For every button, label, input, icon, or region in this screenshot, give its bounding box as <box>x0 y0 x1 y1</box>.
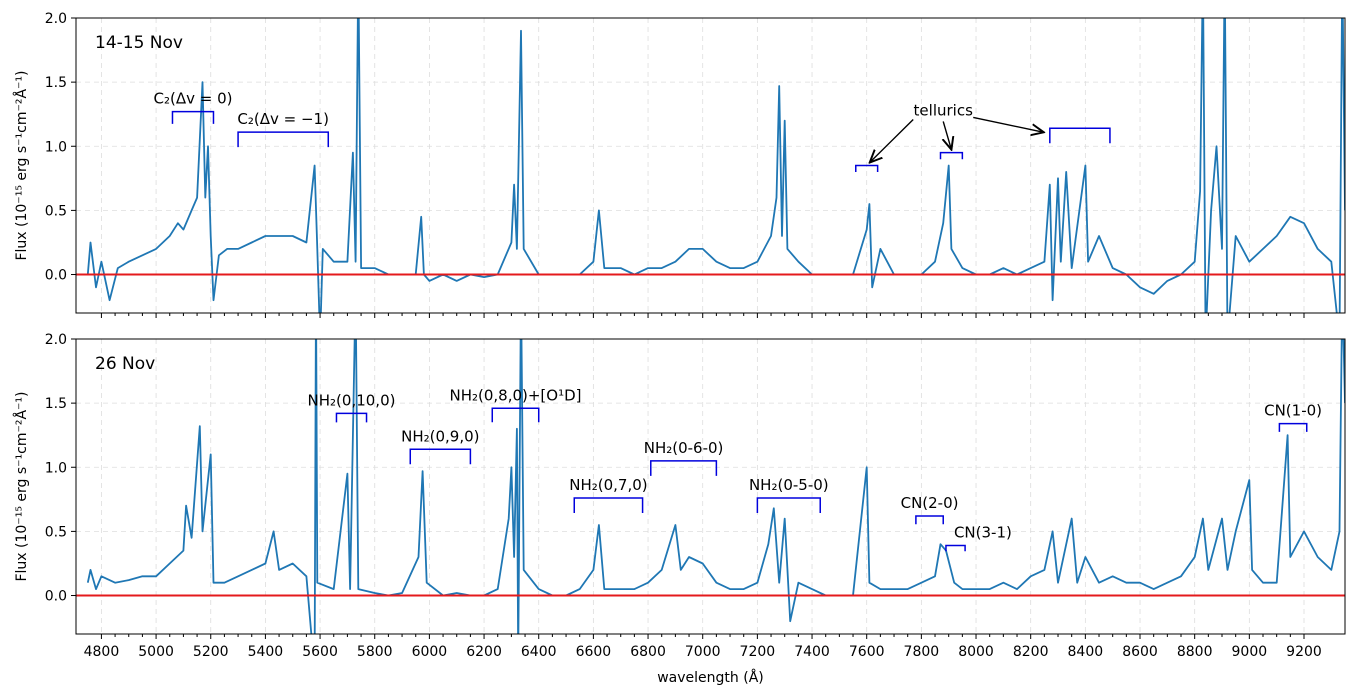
x-tick-label: 8600 <box>1122 644 1158 660</box>
annotation-arrow <box>943 121 951 149</box>
y-tick-label: 0.0 <box>45 268 67 284</box>
annotation-bracket <box>171 110 215 124</box>
panel-label: 14-15 Nov <box>95 33 183 53</box>
x-tick-label: 6600 <box>576 644 612 660</box>
annotation-bracket <box>1049 127 1111 144</box>
annotation-label: NH₂(0-6-0) <box>644 439 724 457</box>
x-tick-label: 8000 <box>958 644 994 660</box>
y-tick-label: 1.0 <box>45 139 67 155</box>
x-tick-label: 5000 <box>138 644 174 660</box>
plot-area <box>76 339 1345 634</box>
annotation-label: NH₂(0-5-0) <box>749 476 829 494</box>
annotation-label: CN(2-0) <box>901 494 959 512</box>
y-tick-label: 2.0 <box>45 332 67 348</box>
x-tick-label: 7000 <box>685 644 721 660</box>
panel-label: 26 Nov <box>95 354 155 374</box>
y-tick-label: 1.5 <box>45 75 67 91</box>
x-tick-label: 7600 <box>849 644 885 660</box>
annotation-bracket <box>939 151 964 160</box>
y-tick-label: 1.5 <box>45 396 67 412</box>
x-tick-label: 4800 <box>84 644 120 660</box>
annotation-label: tellurics <box>914 101 974 119</box>
annotation-label: CN(3-1) <box>954 524 1012 542</box>
annotation-label: NH₂(0,8,0)+[O¹D] <box>449 386 581 404</box>
x-tick-label: 9200 <box>1286 644 1322 660</box>
annotation-label: NH₂(0,9,0) <box>401 427 479 445</box>
spectrum-line <box>86 18 1345 313</box>
x-tick-label: 8400 <box>1068 644 1104 660</box>
annotation-label: NH₂(0,7,0) <box>569 476 647 494</box>
annotation-bracket <box>573 497 644 514</box>
annotation-arrow <box>973 116 1044 132</box>
annotation-arrow <box>870 118 914 162</box>
x-tick-label: 5600 <box>302 644 338 660</box>
x-tick-label: 6400 <box>521 644 557 660</box>
y-tick-label: 1.0 <box>45 460 67 476</box>
y-axis-label: Flux (10⁻¹⁵ erg s⁻¹cm⁻²Å⁻¹) <box>13 391 30 581</box>
annotation-bracket <box>237 131 330 148</box>
annotation-bracket <box>409 448 472 465</box>
x-tick-label: 6800 <box>630 644 666 660</box>
y-tick-label: 0.5 <box>45 524 67 540</box>
annotation-label: C₂(Δv = 0) <box>153 90 232 108</box>
annotation-bracket <box>756 497 821 514</box>
x-tick-label: 7400 <box>794 644 830 660</box>
y-tick-label: 0.5 <box>45 203 67 219</box>
annotation-label: NH₂(0,10,0) <box>308 391 396 409</box>
y-tick-label: 0.0 <box>45 589 67 605</box>
x-tick-label: 5800 <box>357 644 393 660</box>
annotation-label: CN(1-0) <box>1264 402 1322 420</box>
x-tick-label: 8200 <box>1013 644 1049 660</box>
x-tick-label: 8800 <box>1177 644 1213 660</box>
annotation-bracket <box>650 460 718 476</box>
plot-frame <box>75 338 1346 635</box>
annotation-bracket <box>335 412 368 423</box>
x-tick-label: 5200 <box>193 644 229 660</box>
spectrum-line <box>86 339 1345 634</box>
annotation-bracket <box>915 515 944 525</box>
x-tick-label: 5400 <box>248 644 284 660</box>
plot-area <box>76 18 1345 313</box>
y-axis-label: Flux (10⁻¹⁵ erg s⁻¹cm⁻²Å⁻¹) <box>13 70 30 260</box>
annotation-bracket <box>491 407 540 423</box>
x-tick-label: 7200 <box>740 644 776 660</box>
plot-frame <box>75 17 1346 314</box>
x-tick-label: 7800 <box>904 644 940 660</box>
x-tick-label: 6200 <box>466 644 502 660</box>
annotation-bracket <box>945 544 966 552</box>
x-tick-label: 6000 <box>412 644 448 660</box>
annotation-bracket <box>1278 422 1308 432</box>
annotation-bracket <box>855 164 879 173</box>
annotation-label: C₂(Δv = −1) <box>237 110 329 128</box>
x-tick-label: 9000 <box>1232 644 1268 660</box>
x-axis-label: wavelength (Å) <box>657 669 764 686</box>
y-tick-label: 2.0 <box>45 11 67 27</box>
